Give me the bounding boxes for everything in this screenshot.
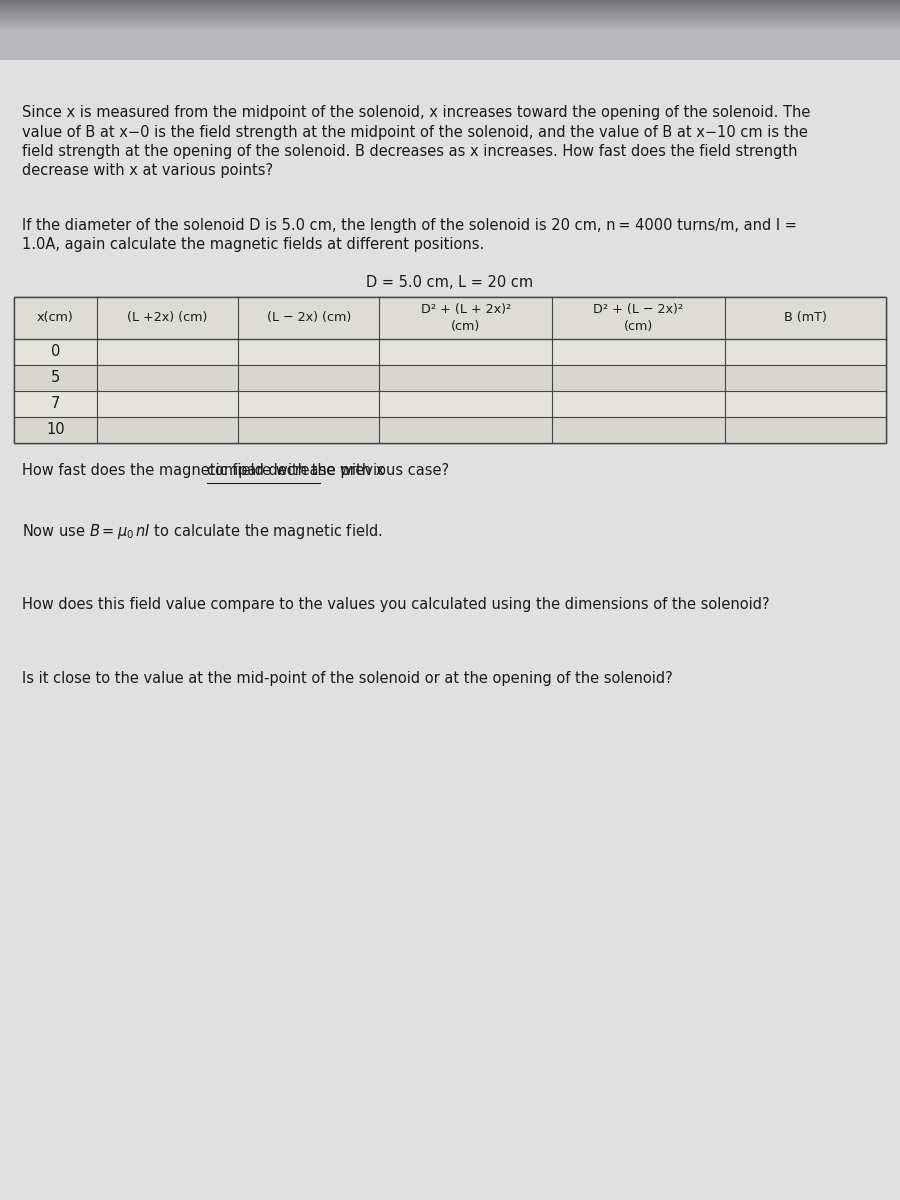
Text: B (mT): B (mT) [784, 311, 827, 324]
Bar [0, 42, 900, 44]
Text: decrease with x at various points?: decrease with x at various points? [22, 163, 273, 179]
Text: D = 5.0 cm, L = 20 cm: D = 5.0 cm, L = 20 cm [366, 275, 534, 290]
Bar [0, 26, 900, 28]
Text: How fast does the magnetic field decrease with x: How fast does the magnetic field decreas… [22, 462, 389, 478]
Bar [14, 338, 886, 365]
Bar [0, 46, 900, 48]
Text: 5: 5 [50, 370, 60, 385]
Bar [0, 12, 900, 14]
Text: 10: 10 [46, 422, 65, 437]
Bar [0, 24, 900, 26]
Bar [0, 22, 900, 24]
Bar [14, 365, 886, 390]
Bar [0, 58, 900, 60]
Bar [0, 0, 900, 2]
Bar [0, 2, 900, 4]
Text: 7: 7 [50, 396, 60, 410]
Text: (cm): (cm) [451, 320, 481, 334]
Bar [0, 40, 900, 42]
Bar [0, 50, 900, 52]
Text: Now use $B = \mu_0\, nI$ to calculate the magnetic field.: Now use $B = \mu_0\, nI$ to calculate th… [22, 522, 382, 541]
Bar [0, 10, 900, 12]
Text: compare with the previous case?: compare with the previous case? [207, 462, 449, 478]
Bar [0, 56, 900, 58]
Bar [0, 28, 900, 30]
Bar [0, 34, 900, 36]
Bar [0, 18, 900, 20]
Bar [14, 296, 886, 338]
Bar [0, 52, 900, 54]
Bar [14, 390, 886, 416]
Bar [0, 32, 900, 34]
Text: (L − 2x) (cm): (L − 2x) (cm) [266, 311, 351, 324]
Text: value of B at x−0 is the field strength at the midpoint of the solenoid, and the: value of B at x−0 is the field strength … [22, 125, 808, 139]
Text: 1.0A, again calculate the magnetic fields at different positions.: 1.0A, again calculate the magnetic field… [22, 238, 484, 252]
Bar [0, 6, 900, 8]
Text: D² + (L + 2x)²: D² + (L + 2x)² [420, 304, 511, 317]
Bar [0, 36, 900, 38]
Text: If the diameter of the solenoid D is 5.0 cm, the length of the solenoid is 20 cm: If the diameter of the solenoid D is 5.0… [22, 218, 796, 233]
Text: Is it close to the value at the mid-point of the solenoid or at the opening of t: Is it close to the value at the mid-poin… [22, 671, 673, 686]
Text: field strength at the opening of the solenoid. B decreases as x increases. How f: field strength at the opening of the sol… [22, 144, 797, 158]
Text: x(cm): x(cm) [37, 311, 74, 324]
Bar [0, 44, 900, 46]
Bar [0, 20, 900, 22]
Text: 0: 0 [50, 344, 60, 359]
Bar [0, 8, 900, 10]
Bar [14, 296, 886, 443]
Text: Since x is measured from the midpoint of the solenoid, x increases toward the op: Since x is measured from the midpoint of… [22, 104, 810, 120]
Bar [0, 30, 900, 32]
Bar [0, 16, 900, 18]
Bar [14, 296, 886, 443]
Text: How does this field value compare to the values you calculated using the dimensi: How does this field value compare to the… [22, 596, 770, 612]
Bar [0, 4, 900, 6]
Bar [0, 54, 900, 56]
Bar [0, 48, 900, 50]
Text: (L +2x) (cm): (L +2x) (cm) [127, 311, 208, 324]
Text: D² + (L − 2x)²: D² + (L − 2x)² [593, 304, 683, 317]
Bar [0, 38, 900, 40]
Bar [14, 416, 886, 443]
Text: (cm): (cm) [624, 320, 653, 334]
Bar [0, 14, 900, 16]
